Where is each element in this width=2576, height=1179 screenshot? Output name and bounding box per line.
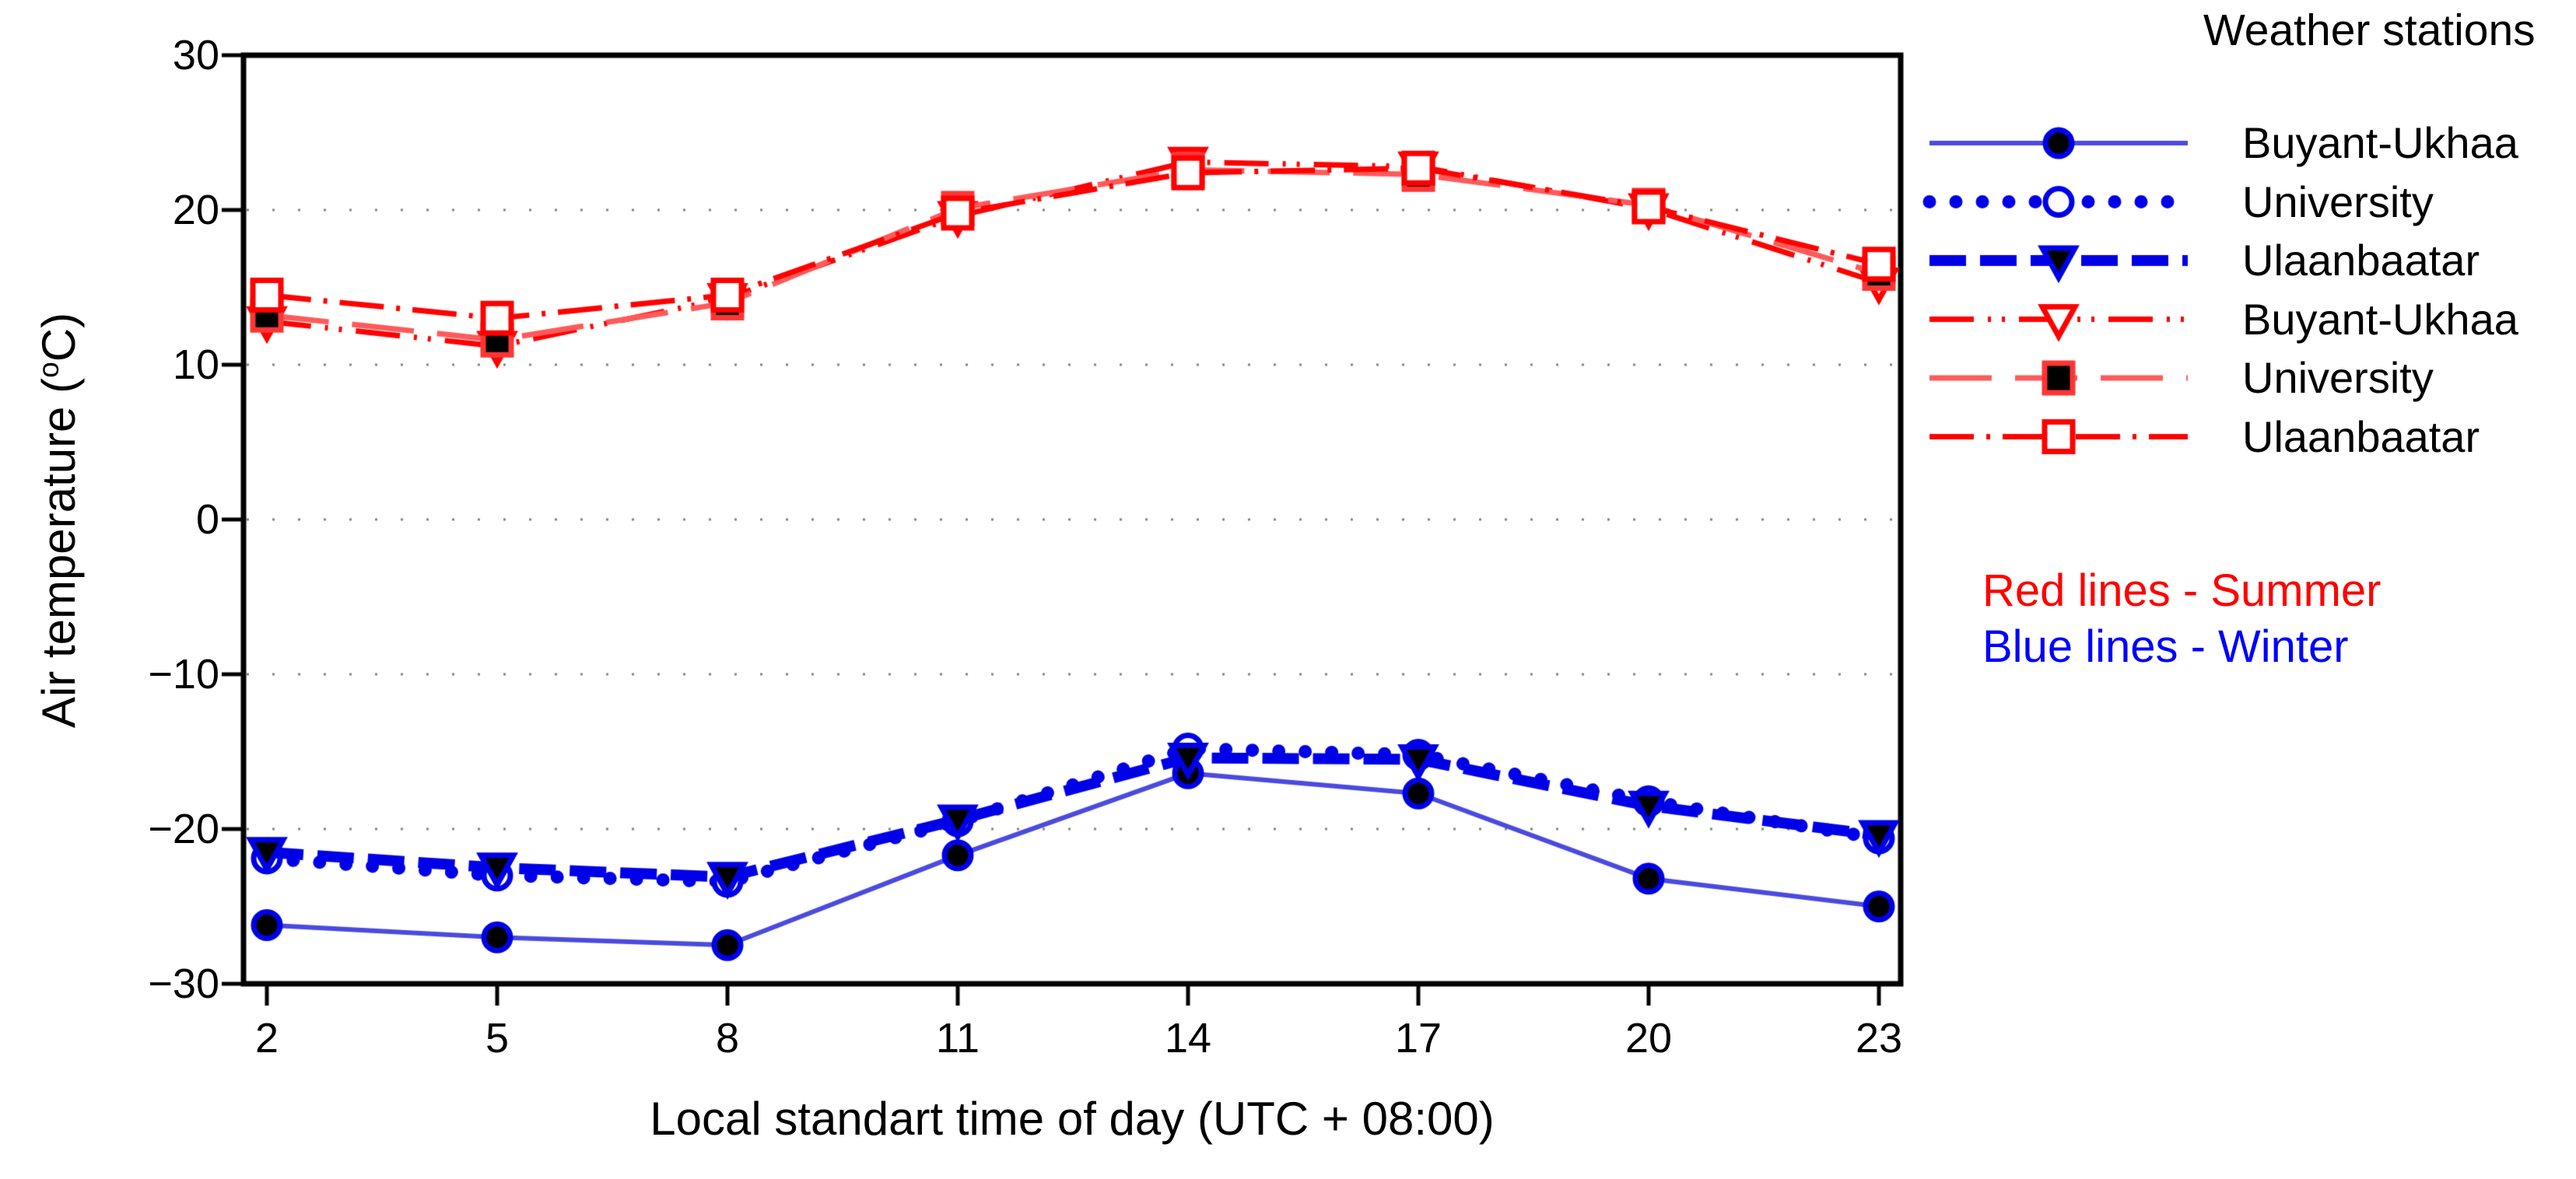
y-tick-label-10: 10	[172, 341, 219, 388]
y-tick-label-−10: −10	[148, 651, 219, 698]
x-tick-label-5: 5	[485, 1015, 510, 1062]
x-tick-label-2: 2	[254, 1015, 279, 1062]
annotation-summer: Red lines - Summer	[1982, 565, 2381, 616]
y-tick-label-30: 30	[172, 32, 219, 79]
legend-title: Weather stations	[2203, 5, 2536, 55]
y-tick-label-20: 20	[172, 187, 219, 233]
x-tick-label-14: 14	[1164, 1015, 1212, 1062]
legend-item-summer-5: Ulaanbaatar	[2242, 411, 2480, 461]
legend-item-winter-2: Ulaanbaatar	[2242, 236, 2480, 285]
legend-item-summer-3: Buyant-Ukhaa	[2242, 294, 2518, 344]
x-axis-title: Local standart time of day (UTC + 08:00)	[650, 1093, 1495, 1145]
annotation-winter: Blue lines - Winter	[1982, 621, 2349, 672]
legend-item-summer-4: University	[2242, 353, 2434, 402]
y-tick-label-0: 0	[195, 496, 219, 543]
y-tick-label-−30: −30	[148, 960, 219, 1007]
legend-item-winter-1: University	[2242, 177, 2434, 226]
x-tick-label-20: 20	[1624, 1015, 1673, 1062]
legend-item-winter-0: Buyant-Ukhaa	[2242, 118, 2518, 167]
x-tick-label-11: 11	[935, 1015, 980, 1062]
y-tick-label-−20: −20	[148, 806, 219, 852]
x-tick-label-8: 8	[715, 1015, 740, 1062]
x-tick-label-17: 17	[1394, 1015, 1442, 1062]
x-tick-label-23: 23	[1855, 1015, 1903, 1062]
